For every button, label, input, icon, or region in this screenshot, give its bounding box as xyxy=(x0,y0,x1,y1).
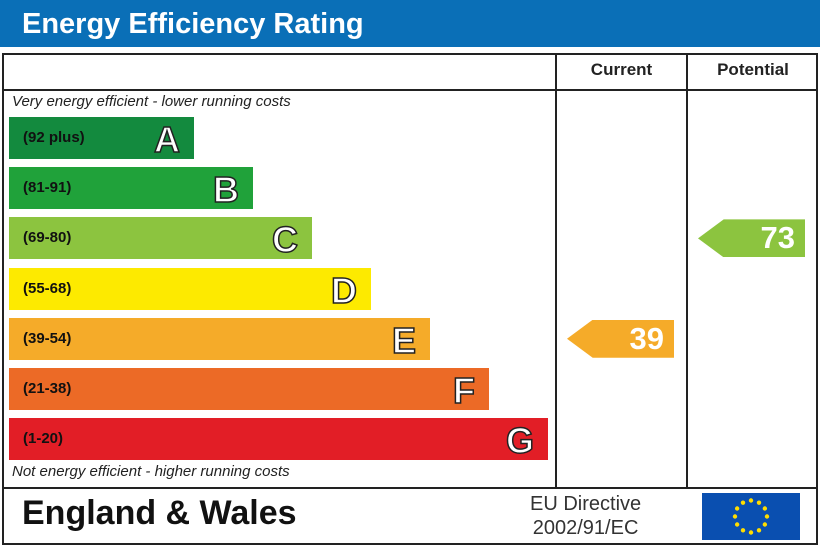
eu-flag-icon xyxy=(702,493,800,540)
band-letter: F xyxy=(452,369,476,412)
eu-directive: EU Directive 2002/91/EC xyxy=(530,492,641,540)
directive-line2: 2002/91/EC xyxy=(532,517,639,539)
band-letter: C xyxy=(271,219,299,262)
bottom-note: Not energy efficient - higher running co… xyxy=(12,463,290,480)
band-letter: G xyxy=(505,419,535,462)
band-A: (92 plus) A xyxy=(9,117,194,161)
band-G: (1-20) G xyxy=(9,418,548,462)
divider xyxy=(2,89,818,91)
chart-title: Energy Efficiency Rating xyxy=(0,0,820,47)
potential-rating-value: 73 xyxy=(760,220,795,256)
current-rating-arrow: 39 xyxy=(567,319,674,358)
band-range: (69-80) xyxy=(23,229,72,247)
band-letter: D xyxy=(330,269,358,312)
region-label: England & Wales xyxy=(22,494,297,532)
column-header-potential: Potential xyxy=(717,60,789,79)
band-C: (69-80) C xyxy=(9,217,312,262)
directive-line1: EU Directive xyxy=(530,493,642,515)
band-E: (39-54) E xyxy=(9,317,430,362)
column-header-current: Current xyxy=(590,60,653,79)
star-icon xyxy=(732,514,738,519)
band-range: (81-91) xyxy=(23,179,72,197)
star-icon xyxy=(740,528,746,533)
band-range: (39-54) xyxy=(23,329,72,347)
band-letter: B xyxy=(212,168,240,211)
star-icon xyxy=(740,500,746,505)
current-rating-value: 39 xyxy=(629,320,664,356)
top-note: Very energy efficient - lower running co… xyxy=(12,93,291,110)
band-B: (81-91) B xyxy=(9,167,253,211)
band-range: (55-68) xyxy=(23,279,72,297)
star-icon xyxy=(748,530,754,535)
star-icon xyxy=(748,498,754,503)
star-icon xyxy=(734,522,740,527)
band-letter: A xyxy=(153,118,181,161)
star-icon xyxy=(756,500,762,505)
divider xyxy=(555,53,557,488)
divider xyxy=(2,487,818,489)
star-icon xyxy=(764,514,770,519)
potential-rating-arrow: 73 xyxy=(698,219,805,258)
star-icon xyxy=(734,506,740,511)
band-D: (55-68) D xyxy=(9,267,371,312)
band-range: (1-20) xyxy=(23,430,64,448)
band-range: (21-38) xyxy=(23,380,72,397)
band-range: (92 plus) xyxy=(23,129,85,146)
chart-frame xyxy=(2,53,818,545)
band-F: (21-38) F xyxy=(9,368,489,412)
band-letter: E xyxy=(391,319,417,362)
star-icon xyxy=(756,528,762,533)
divider xyxy=(686,53,688,488)
star-icon xyxy=(762,522,768,527)
star-icon xyxy=(762,506,768,511)
